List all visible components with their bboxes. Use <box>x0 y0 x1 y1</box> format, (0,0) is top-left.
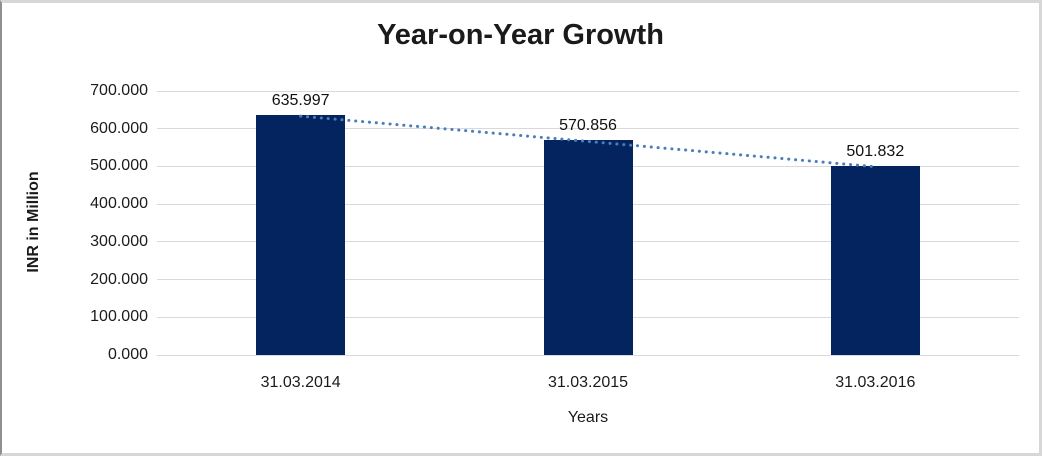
y-tick-label: 600.000 <box>90 119 148 137</box>
x-tick-label: 31.03.2015 <box>547 374 629 391</box>
gridline <box>157 90 1019 92</box>
x-axis-title: Years <box>567 409 609 426</box>
y-tick-label: 500.000 <box>90 157 148 175</box>
plot-area <box>157 90 1019 356</box>
y-tick-label: 700.000 <box>90 82 148 99</box>
y-tick-label: 100.000 <box>90 308 148 326</box>
y-tick-label: 300.000 <box>90 232 148 250</box>
bar <box>543 139 633 355</box>
y-tick-label: 0.000 <box>107 346 148 363</box>
bar <box>830 165 920 355</box>
bar-value-label: 635.997 <box>271 92 330 110</box>
x-tick-label: 31.03.2014 <box>260 374 341 391</box>
y-tick-label: 400.000 <box>90 195 148 213</box>
y-axis-title: INR in Million <box>25 171 42 273</box>
y-tick-label: 200.000 <box>90 270 148 288</box>
bar-value-label: 501.832 <box>846 142 905 160</box>
gridline <box>157 354 1019 356</box>
bar <box>256 115 346 355</box>
chart-title: Year-on-Year Growth <box>377 19 664 51</box>
x-tick-label: 31.03.2016 <box>835 374 916 391</box>
bar-value-label: 570.856 <box>559 116 617 134</box>
